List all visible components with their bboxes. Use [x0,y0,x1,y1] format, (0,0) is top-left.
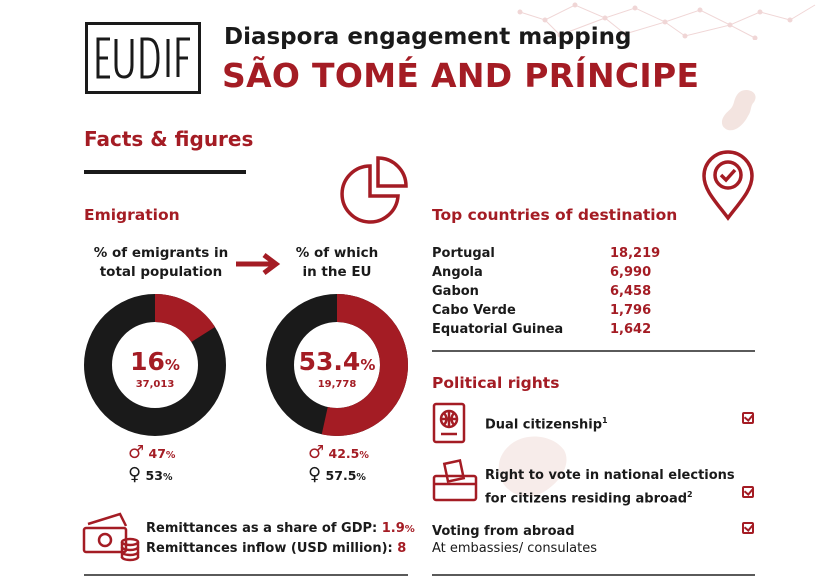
eudif-logo-mark [96,37,190,79]
destination-value: 6,458 [610,284,652,299]
male-icon: ♂ [308,442,325,463]
pie-chart-icon [340,156,408,224]
vote-line1: Right to vote in national elections [485,468,735,483]
total-label-line2: total population [99,264,223,280]
destination-row: Equatorial Guinea 1,642 [432,320,732,339]
eu-male-row: ♂ 42.5% [308,442,369,463]
total-female-row: ♀ 53% [128,464,172,485]
money-coins-icon [82,512,140,562]
bottom-right-rule [432,574,755,576]
donut-eu [266,294,408,436]
destination-value: 6,990 [610,265,652,280]
dual-footnote: 1 [602,416,608,425]
female-icon: ♀ [128,464,142,485]
destination-value: 18,219 [610,246,661,261]
map-blob-icon [498,436,567,497]
eu-female-value: 57.5 [325,468,357,483]
vote-check-icon [742,486,754,498]
eu-female-row: ♀ 57.5% [308,464,366,485]
destination-country: Portugal [432,246,495,261]
abroad-check-icon [742,522,754,534]
gdp-label: Remittances as a share of GDP: [146,521,382,536]
map-silhouette-icon [721,90,756,131]
destination-country: Equatorial Guinea [432,322,564,337]
total-population-label: % of emigrants in total population [86,244,236,282]
dual-citizenship: Dual citizenship1 [485,411,608,434]
total-male-sign: % [165,450,176,461]
voting-abroad-title: Voting from abroad [432,524,575,539]
female-icon: ♀ [308,464,322,485]
location-check-icon [702,150,754,221]
eu-percent: 53.4% [282,347,392,376]
destinations-heading: Top countries of destination [432,206,678,224]
destination-country: Angola [432,265,483,280]
destinations-rule [432,350,755,352]
destination-row: Angola 6,990 [432,263,732,282]
political-heading: Political rights [432,374,560,392]
male-icon: ♂ [128,442,145,463]
total-percent: 16% [104,347,206,376]
destination-value: 1,642 [610,322,652,337]
eu-female-pct: 57.5% [326,468,366,483]
arrow-right-icon [236,253,281,275]
inflow-label: Remittances inflow (USD million): [146,541,398,556]
destination-value: 1,796 [610,303,652,318]
eudif-logo [85,22,201,94]
total-male-pct: 47% [149,446,176,461]
passport-icon [432,402,466,444]
facts-underline [84,170,246,174]
remittance-inflow: Remittances inflow (USD million): 8 [146,541,406,556]
donut-total [84,294,226,436]
destinations-table: Portugal 18,219 Angola 6,990 Gabon 6,458 Ca… [432,244,732,339]
total-female-sign: % [162,472,173,483]
voting-abroad-sub: At embassies/ consulates [432,541,598,556]
vote-line2: for citizens residing abroad [485,491,688,507]
inflow-value: 8 [397,541,407,556]
destination-country: Gabon [432,284,479,299]
total-male-value: 47 [148,446,166,461]
eu-count: 19,778 [317,379,357,390]
destination-country: Cabo Verde [432,303,516,318]
dual-check-icon [742,412,754,424]
vote-right: Right to vote in national elections for … [485,466,735,508]
eu-female-sign: % [356,472,366,483]
eu-male-sign: % [359,450,369,461]
country-title: SÃO TOMÉ AND PRÍNCIPE [222,56,700,95]
total-female-value: 53 [145,468,163,483]
emigration-heading: Emigration [84,206,180,224]
total-percent-value: 16 [130,347,165,376]
gdp-unit: % [404,524,415,535]
facts-heading: Facts & figures [84,127,254,151]
eu-percent-value: 53.4 [298,347,361,376]
remittance-gdp: Remittances as a share of GDP: 1.9% [146,521,415,536]
destination-row: Portugal 18,219 [432,244,732,263]
destination-row: Cabo Verde 1,796 [432,301,732,320]
eu-label: % of which in the EU [262,244,412,282]
eu-percent-sign: % [360,356,376,374]
network-decoration [517,2,816,40]
total-male-row: ♂ 47% [128,442,175,463]
gdp-value: 1.9 [381,521,405,536]
eu-label-line2: in the EU [302,264,372,280]
dual-label: Dual citizenship [485,417,603,433]
total-label-line1: % of emigrants in [93,245,229,261]
eu-male-pct: 42.5% [329,446,369,461]
page-title: Diaspora engagement mapping [224,24,632,50]
eu-male-value: 42.5 [328,446,360,461]
total-percent-sign: % [164,356,180,374]
total-count: 37,013 [135,379,175,390]
eu-label-line1: % of which [295,245,379,261]
bottom-left-rule [84,574,408,576]
ballot-box-icon [432,459,478,502]
destination-row: Gabon 6,458 [432,282,732,301]
total-female-pct: 53% [146,468,173,483]
vote-footnote: 2 [687,490,693,499]
donut-eu-share [266,294,408,436]
donut-total-share [84,294,226,436]
